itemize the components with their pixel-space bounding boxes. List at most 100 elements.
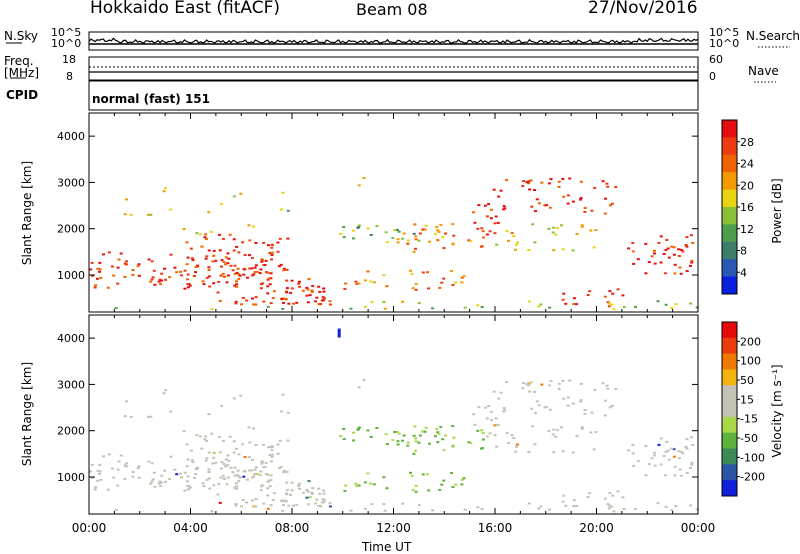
power-echo: [357, 226, 361, 228]
velocity-echo: [657, 443, 661, 446]
velocity-echo: [319, 505, 323, 508]
velocity-echo: [310, 492, 314, 495]
velocity-echo: [621, 496, 625, 499]
power-echo: [691, 242, 695, 244]
power-echo: [196, 264, 200, 267]
power-echo: [229, 264, 233, 267]
power-echo: [204, 257, 208, 260]
velocity-echo: [183, 471, 187, 474]
velocity-echo: [339, 435, 343, 437]
plot-header-date: 27/Nov/2016: [588, 0, 698, 18]
power-echo: [354, 280, 358, 283]
power-echo: [168, 276, 172, 279]
power-echo: [194, 266, 198, 268]
power-echo: [235, 271, 239, 274]
power-echo: [493, 222, 497, 225]
power-echo: [287, 302, 291, 305]
velocity-echo: [612, 510, 616, 513]
velocity-echo: [467, 441, 471, 444]
power-echo: [297, 280, 301, 283]
velocity-echo: [414, 490, 418, 493]
velocity-echo: [212, 484, 216, 487]
velocity-echo: [539, 505, 543, 508]
velocity-echo: [285, 493, 289, 496]
velocity-echo: [460, 478, 464, 481]
velocity-echo: [384, 433, 388, 436]
power-echo: [375, 225, 379, 227]
power-echo: [512, 235, 516, 238]
velocity-colorbar-segment: [722, 480, 737, 497]
velocity-echo: [644, 474, 648, 477]
velocity-echo: [279, 465, 283, 468]
velocity-echo: [531, 425, 535, 428]
power-echo: [295, 301, 299, 304]
power-echo: [281, 191, 285, 194]
power-echo: [292, 302, 295, 305]
velocity-echo: [112, 476, 116, 479]
velocity-echo: [502, 410, 506, 413]
power-echo: [396, 241, 400, 244]
power-echo: [566, 194, 570, 197]
power-echo: [150, 260, 154, 263]
power-echo: [282, 269, 286, 272]
power-echo: [186, 256, 190, 259]
velocity-echo: [147, 460, 151, 463]
power-echo: [131, 269, 135, 271]
velocity-echo: [690, 436, 693, 439]
velocity-echo: [431, 509, 435, 512]
power-echo: [152, 269, 156, 272]
power-echo: [417, 239, 421, 242]
velocity-echo: [452, 436, 456, 439]
power-echo: [385, 285, 389, 288]
power-echo: [527, 300, 531, 303]
power-echo: [183, 287, 187, 290]
power-echo: [413, 223, 417, 226]
power-echo: [281, 307, 285, 310]
power-echo: [560, 224, 563, 227]
velocity-echo: [678, 468, 682, 471]
velocity-echo: [444, 434, 448, 437]
velocity-echo: [679, 474, 683, 477]
power-colorbar-segment: [722, 154, 737, 173]
power-echo: [270, 246, 274, 249]
power-echo: [266, 292, 270, 295]
power-echo: [210, 230, 213, 233]
velocity-echo: [496, 423, 500, 426]
power-echo: [259, 287, 263, 290]
velocity-echo: [286, 439, 290, 442]
power-echo: [690, 234, 693, 237]
power-echo: [410, 272, 414, 275]
velocity-echo: [344, 484, 348, 487]
power-echo: [650, 255, 654, 258]
velocity-echo: [229, 466, 233, 469]
velocity-colorbar-segment: [722, 353, 737, 370]
power-echo: [590, 209, 594, 212]
velocity-echo: [254, 444, 258, 446]
power-echo: [151, 276, 155, 279]
power-echo: [254, 303, 258, 306]
nave-tick-low: 0: [709, 70, 716, 83]
power-echo: [594, 229, 598, 232]
power-echo: [575, 303, 579, 306]
velocity-echo: [370, 503, 374, 506]
velocity-echo: [207, 477, 211, 480]
velocity-echo: [527, 382, 531, 385]
velocity-echo: [222, 463, 226, 466]
velocity-echo: [150, 480, 154, 483]
power-echo: [268, 283, 272, 286]
power-echo: [601, 180, 605, 183]
velocity-echo: [549, 380, 553, 383]
power-echo: [262, 241, 266, 244]
velocity-echo: [510, 434, 514, 437]
power-echo: [162, 190, 166, 193]
velocity-echo: [207, 471, 211, 473]
power-echo: [202, 283, 206, 286]
power-echo: [627, 247, 631, 250]
power-ytick-label: 4000: [57, 130, 85, 143]
velocity-echo: [280, 500, 284, 503]
nsearch-tick-low: 10^0: [709, 37, 740, 50]
velocity-echo: [216, 493, 220, 496]
power-echo: [124, 263, 128, 266]
velocity-echo: [96, 469, 100, 472]
power-echo: [593, 186, 597, 189]
